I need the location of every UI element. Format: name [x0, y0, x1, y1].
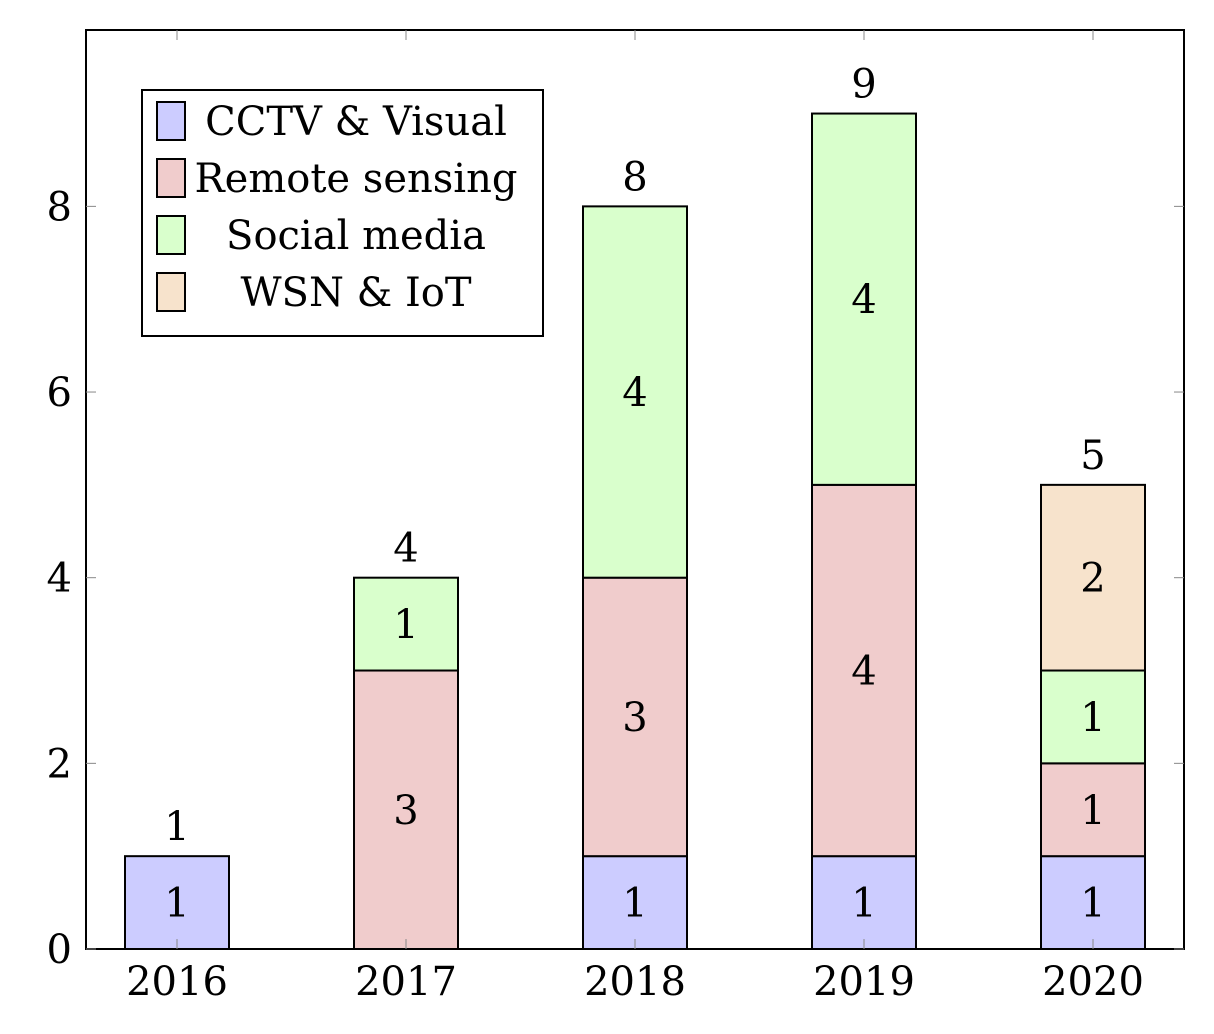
segment-value-label: 4 [851, 277, 876, 323]
legend-label: Social media [226, 213, 486, 259]
bar-total-label: 1 [164, 804, 189, 850]
segment-value-label: 1 [1080, 695, 1105, 741]
segment-value-label: 3 [393, 788, 418, 834]
y-tick-label: 2 [47, 741, 72, 787]
bar-segment [353, 669, 459, 950]
legend-label: WSN & IoT [240, 270, 471, 316]
segment-value-label: 4 [851, 649, 876, 695]
legend-swatch [156, 215, 186, 255]
segment-value-label: 1 [393, 602, 418, 648]
legend-label: CCTV & Visual [205, 99, 507, 145]
segment-value-label: 1 [851, 881, 876, 927]
x-tick-label: 2020 [1042, 959, 1144, 1005]
bar-segment [811, 483, 917, 858]
bar-total-label: 8 [622, 154, 647, 200]
bar-segment [811, 855, 917, 950]
x-tick-label: 2019 [813, 959, 915, 1005]
legend-swatch [156, 272, 186, 312]
y-tick-label: 8 [47, 184, 72, 230]
x-tick-label: 2016 [126, 959, 228, 1005]
x-tick-label: 2017 [355, 959, 457, 1005]
segment-value-label: 1 [164, 881, 189, 927]
bar-total-label: 5 [1080, 433, 1105, 479]
segment-value-label: 1 [1080, 788, 1105, 834]
segment-value-label: 3 [622, 695, 647, 741]
bar-segment [811, 112, 917, 486]
legend-box [141, 89, 544, 337]
segment-value-label: 4 [622, 370, 647, 416]
segment-value-label: 1 [1080, 881, 1105, 927]
y-tick-label: 4 [47, 556, 72, 602]
bar-total-label: 4 [393, 526, 418, 572]
bar-segment [1040, 483, 1146, 672]
bar-segment [582, 205, 688, 579]
x-tick-label: 2018 [584, 959, 686, 1005]
bar-total-label: 9 [851, 62, 876, 108]
legend: CCTV & Visual Remote sensing Social media W… [141, 89, 544, 337]
legend-swatch [156, 101, 186, 141]
bar-segment [1040, 762, 1146, 858]
bar-segment [1040, 669, 1146, 765]
legend-label: Remote sensing [195, 156, 518, 202]
bar-segment [582, 576, 688, 858]
y-tick-label: 6 [47, 370, 72, 416]
segment-value-label: 2 [1080, 556, 1105, 602]
legend-swatch [156, 158, 186, 198]
segment-value-label: 1 [622, 881, 647, 927]
y-tick-label: 0 [47, 927, 72, 973]
bar-segment [353, 576, 459, 672]
ticks-layer: 2016 2017 2018 2019 2020 0 2 4 6 8 [47, 30, 1184, 1005]
bars-layer: 1 1 3 1 4 1 3 4 8 1 4 4 9 1 1 1 2 5 [124, 62, 1146, 950]
